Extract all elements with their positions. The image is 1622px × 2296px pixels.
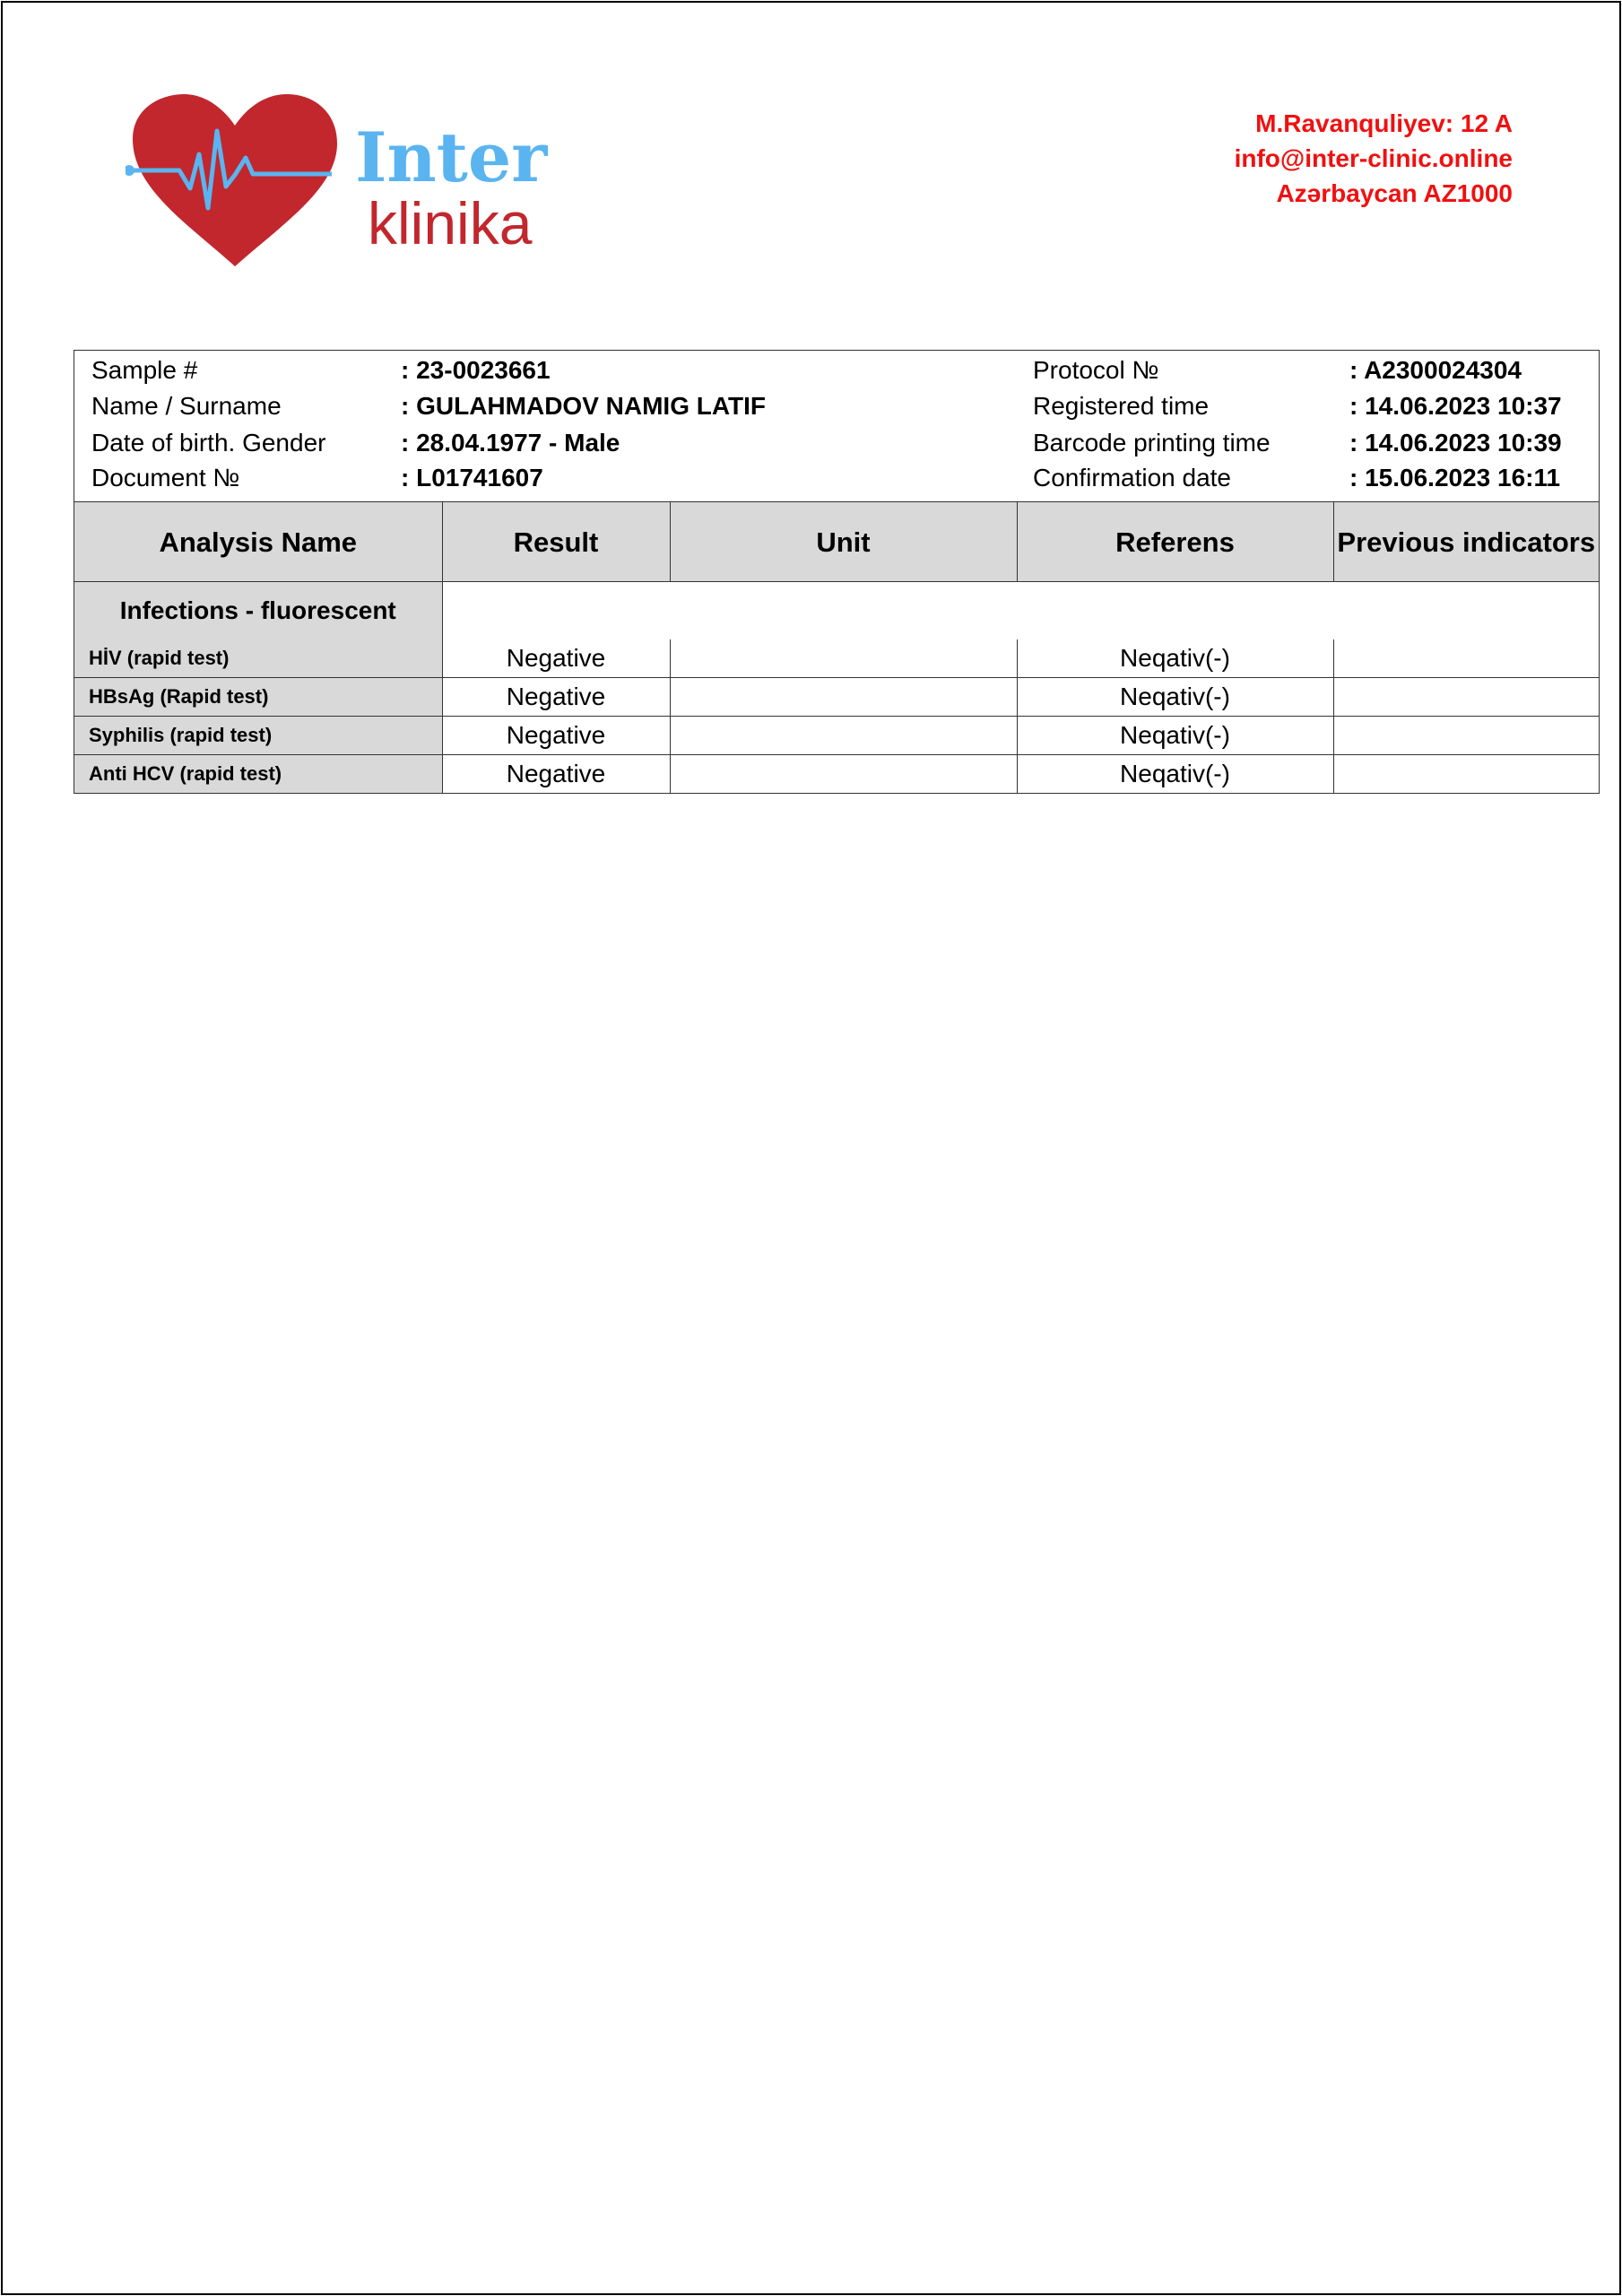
result-cell: Negative	[441, 754, 671, 793]
group-name: Infections - fluorescent	[74, 581, 443, 639]
info-label: Sample #	[91, 356, 198, 384]
info-label: Document №	[91, 464, 240, 491]
previous-cell	[1332, 677, 1599, 717]
previous-cell	[1332, 754, 1599, 793]
address-country: Azərbaycan AZ1000	[1276, 179, 1513, 207]
result-cell: Negative	[441, 716, 671, 755]
info-label: Name / Surname	[91, 392, 282, 420]
info-value: : 14.06.2023 10:39	[1349, 429, 1562, 457]
info-label: Registered time	[1033, 392, 1210, 420]
address-email[interactable]: info@inter-clinic.online	[1234, 144, 1513, 172]
analysis-name-cell: Syphilis (rapid test)	[74, 716, 443, 755]
analysis-name-cell: HBsAg (Rapid test)	[74, 677, 443, 717]
info-value: : GULAHMADOV NAMIG LATIF	[401, 392, 766, 420]
reference-cell: Neqativ(-)	[1016, 716, 1334, 755]
analysis-name-cell: HİV (rapid test)	[74, 639, 443, 678]
info-label: Date of birth. Gender	[91, 429, 326, 457]
analysis-name-cell: Anti HCV (rapid test)	[74, 754, 443, 793]
patient-info: Sample # : 23-0023661 Name / Surname : GULA…	[74, 351, 1599, 502]
logo-text-klinika: klinika	[368, 190, 533, 257]
unit-cell	[669, 677, 1018, 717]
info-value: : 14.06.2023 10:37	[1349, 392, 1562, 420]
unit-cell	[669, 639, 1018, 678]
header-analysis-name: Analysis Name	[74, 502, 443, 582]
group-row: Infections - fluorescent	[74, 581, 1599, 639]
result-cell: Negative	[441, 639, 671, 678]
table-row: HBsAg (Rapid test) Negative Neqativ(-)	[74, 677, 1599, 717]
unit-cell	[669, 754, 1018, 793]
table-row: Syphilis (rapid test) Negative Neqativ(-)	[74, 716, 1599, 755]
previous-cell	[1332, 716, 1599, 755]
heartbeat-line-icon	[127, 128, 332, 211]
reference-cell: Neqativ(-)	[1016, 677, 1334, 717]
header-referens: Referens	[1016, 502, 1334, 582]
table-row: HİV (rapid test) Negative Neqativ(-)	[74, 639, 1599, 678]
address-street: M.Ravanquliyev: 12 A	[1255, 109, 1513, 137]
reference-cell: Neqativ(-)	[1016, 639, 1334, 678]
header-result: Result	[441, 502, 671, 582]
inter-klinika-logo: Inter klinika	[126, 94, 548, 266]
result-cell: Negative	[441, 677, 671, 717]
info-value: : 23-0023661	[401, 356, 551, 384]
reference-cell: Neqativ(-)	[1016, 754, 1334, 793]
table-row: Anti HCV (rapid test) Negative Neqativ(-)	[74, 754, 1599, 793]
results-report: Sample # : 23-0023661 Name / Surname : GULA…	[74, 350, 1600, 794]
header-previous-indicators: Previous indicators	[1332, 502, 1599, 582]
info-value: : 15.06.2023 16:11	[1349, 464, 1561, 491]
clinic-address: M.Ravanquliyev: 12 A info@inter-clinic.o…	[1235, 106, 1513, 211]
heart-icon	[133, 94, 337, 266]
info-value: : 28.04.1977 - Male	[401, 429, 620, 457]
info-value: : A2300024304	[1349, 356, 1522, 384]
results-table: Analysis Name Result Unit Referens Previ…	[74, 502, 1599, 793]
info-value: : L01741607	[401, 464, 543, 491]
previous-cell	[1332, 639, 1599, 678]
info-label: Barcode printing time	[1033, 429, 1271, 457]
unit-cell	[669, 716, 1018, 755]
header-unit: Unit	[669, 502, 1018, 582]
info-label: Protocol №	[1033, 356, 1159, 384]
table-header-row: Analysis Name Result Unit Referens Previ…	[74, 502, 1599, 582]
info-label: Confirmation date	[1033, 464, 1232, 491]
logo-text-inter: Inter	[355, 117, 548, 197]
